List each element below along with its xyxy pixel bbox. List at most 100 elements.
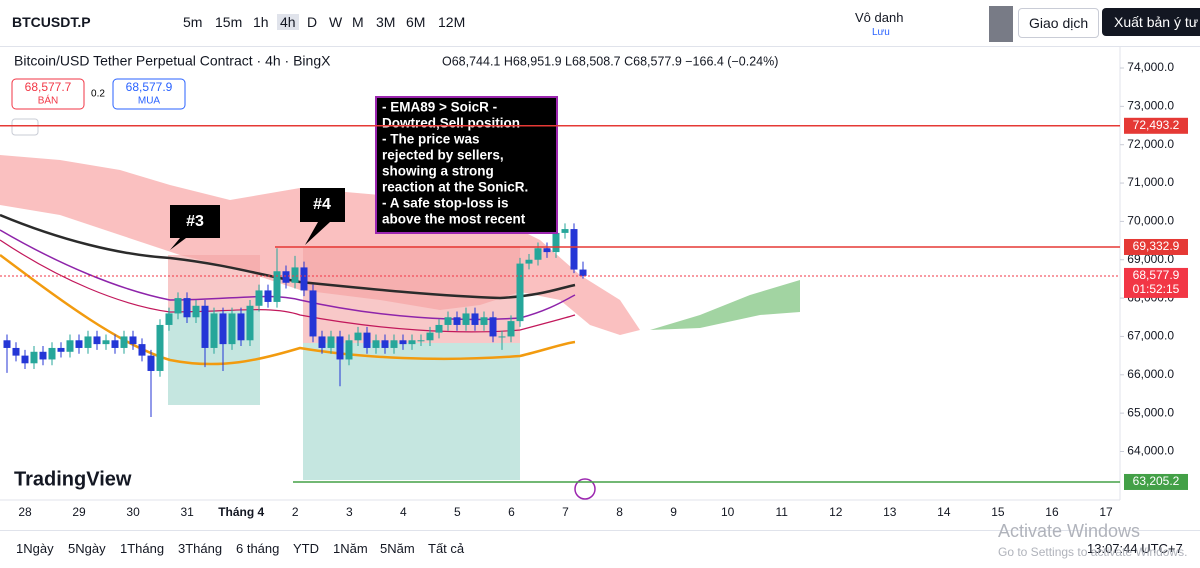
x-tick-label: 10 [721,505,735,519]
candle-body [255,290,263,306]
range-button[interactable]: Tất cả [428,541,465,556]
symbol[interactable]: BTCUSDT.P [12,14,91,30]
candle-body [354,332,362,341]
candle-body [102,340,110,345]
x-tick-label: 2 [292,505,299,519]
candle-body [309,290,317,337]
interval-button[interactable]: D [307,14,318,30]
candle-body [570,229,578,270]
candle-body [156,324,164,371]
bottom-bar: 13:07:44 UTC+7 Activate Windows Go to Se… [0,521,1200,568]
range-button[interactable]: YTD [293,541,319,556]
range-button[interactable]: 6 tháng [236,541,280,556]
candle-body [39,351,47,360]
nav-button[interactable] [989,6,1013,42]
candle-body [480,317,488,325]
y-tick-label: 67,000.0 [1127,329,1174,343]
candle-body [273,271,281,302]
range-button[interactable]: 1Tháng [120,541,165,556]
y-tick-label: 65,000.0 [1127,405,1174,419]
callout [300,188,345,245]
candle-body [561,229,569,233]
save[interactable]: Lưu [872,27,890,38]
note-line: reaction at the SonicR. [382,180,528,195]
buy-label: MUA [138,96,161,107]
candle-body [30,351,38,364]
x-tick-label: 17 [1099,505,1113,519]
candle-body [21,355,29,364]
interval-button[interactable]: 15m [215,14,243,30]
candle-body [453,317,461,325]
candle-body [3,340,11,348]
interval-button[interactable]: M [352,14,364,30]
buy-price: 68,577.9 [126,80,173,94]
candle-body [336,336,344,360]
candle-body [66,340,74,352]
risk-zone [168,255,260,310]
y-tick-label: 74,000.0 [1127,60,1174,74]
clock[interactable]: 13:07:44 UTC+7 [1087,541,1183,556]
x-tick-label: 14 [937,505,951,519]
cloud-bullish [650,280,800,330]
candle-body [408,340,416,345]
x-tick-label: 8 [616,505,623,519]
candle-body [489,317,497,337]
candle-body [363,332,371,348]
candle-body [579,269,587,276]
interval-button[interactable]: 3M [376,14,396,30]
candle-body [84,336,92,348]
range-button[interactable]: 5Năm [380,541,415,556]
candle-body [183,298,191,318]
price-label: 68,577.9 [1133,268,1180,282]
x-tick-label: 16 [1045,505,1059,519]
chart: #3 #4 - EMA89 > SoicR -Dowtred,Sell posi… [0,47,1200,530]
candle-body [444,317,452,325]
ema-line [0,253,576,366]
interval-button[interactable]: 12M [438,14,466,30]
candle-body [300,267,308,291]
x-tick-label: 4 [400,505,407,519]
interval-button[interactable]: W [329,14,343,30]
range-button[interactable]: 1Ngày [16,541,54,556]
x-tick-label: 13 [883,505,897,519]
sell-price: 68,577.7 [25,80,72,94]
candle-body [201,305,209,348]
price-label-box [1124,473,1188,490]
interval-button[interactable]: 5m [183,14,203,30]
collapse-button[interactable] [11,118,39,136]
interval-button[interactable]: 6M [406,14,426,30]
candle-body [120,336,128,348]
x-tick-label: 28 [18,505,32,519]
trade-button[interactable]: Giao dịch [1018,8,1100,38]
publish-button[interactable]: Xuất bản ý tư [1102,8,1200,36]
interval-button[interactable]: 1h [253,14,269,30]
price-label: 72,493.2 [1133,118,1180,132]
watermark: Activate Windows [998,521,1141,541]
candle-body [399,340,407,345]
sell-box[interactable] [11,78,85,110]
account[interactable]: Vô danh [855,10,904,25]
ema-line [0,213,576,300]
y-tick-label: 66,000.0 [1127,367,1174,381]
candle-body [507,321,515,337]
interval-button[interactable]: 4h [277,14,299,30]
x-tick-label: 31 [180,505,194,519]
candle-body [534,248,542,260]
y-tick-label: 70,000.0 [1127,214,1174,228]
candle-body [264,290,272,302]
y-tick-label: 73,000.0 [1127,99,1174,113]
candle-body [372,340,380,348]
range-button[interactable]: 5Ngày [68,541,106,556]
note-line: above the most recent [382,212,526,227]
logo: TradingView [14,468,132,490]
range-button[interactable]: 1Năm [333,541,368,556]
candle-body [165,313,173,325]
candle-body [219,313,227,345]
candle-body [111,340,119,348]
spread: 0.2 [91,89,105,100]
range-button[interactable]: 3Tháng [178,541,223,556]
price-label-box [1124,117,1188,134]
candle-body [390,340,398,348]
event-icon[interactable] [574,478,596,500]
buy-box[interactable] [112,78,186,110]
